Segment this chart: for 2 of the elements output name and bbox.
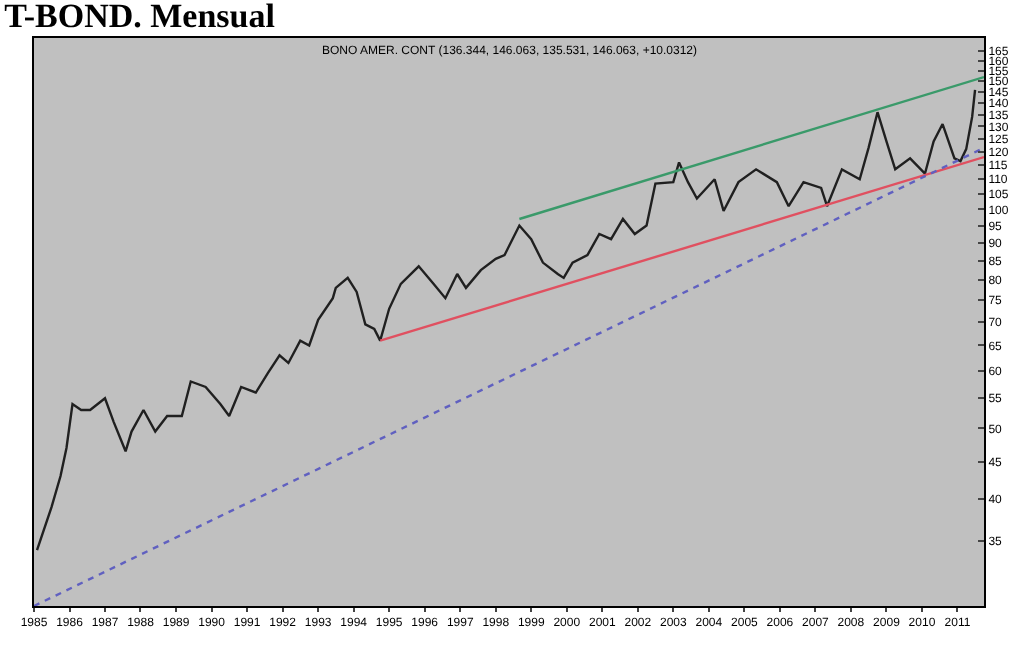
chart-title: T-BOND. Mensual [4, 0, 276, 36]
line-series [35, 88, 977, 552]
